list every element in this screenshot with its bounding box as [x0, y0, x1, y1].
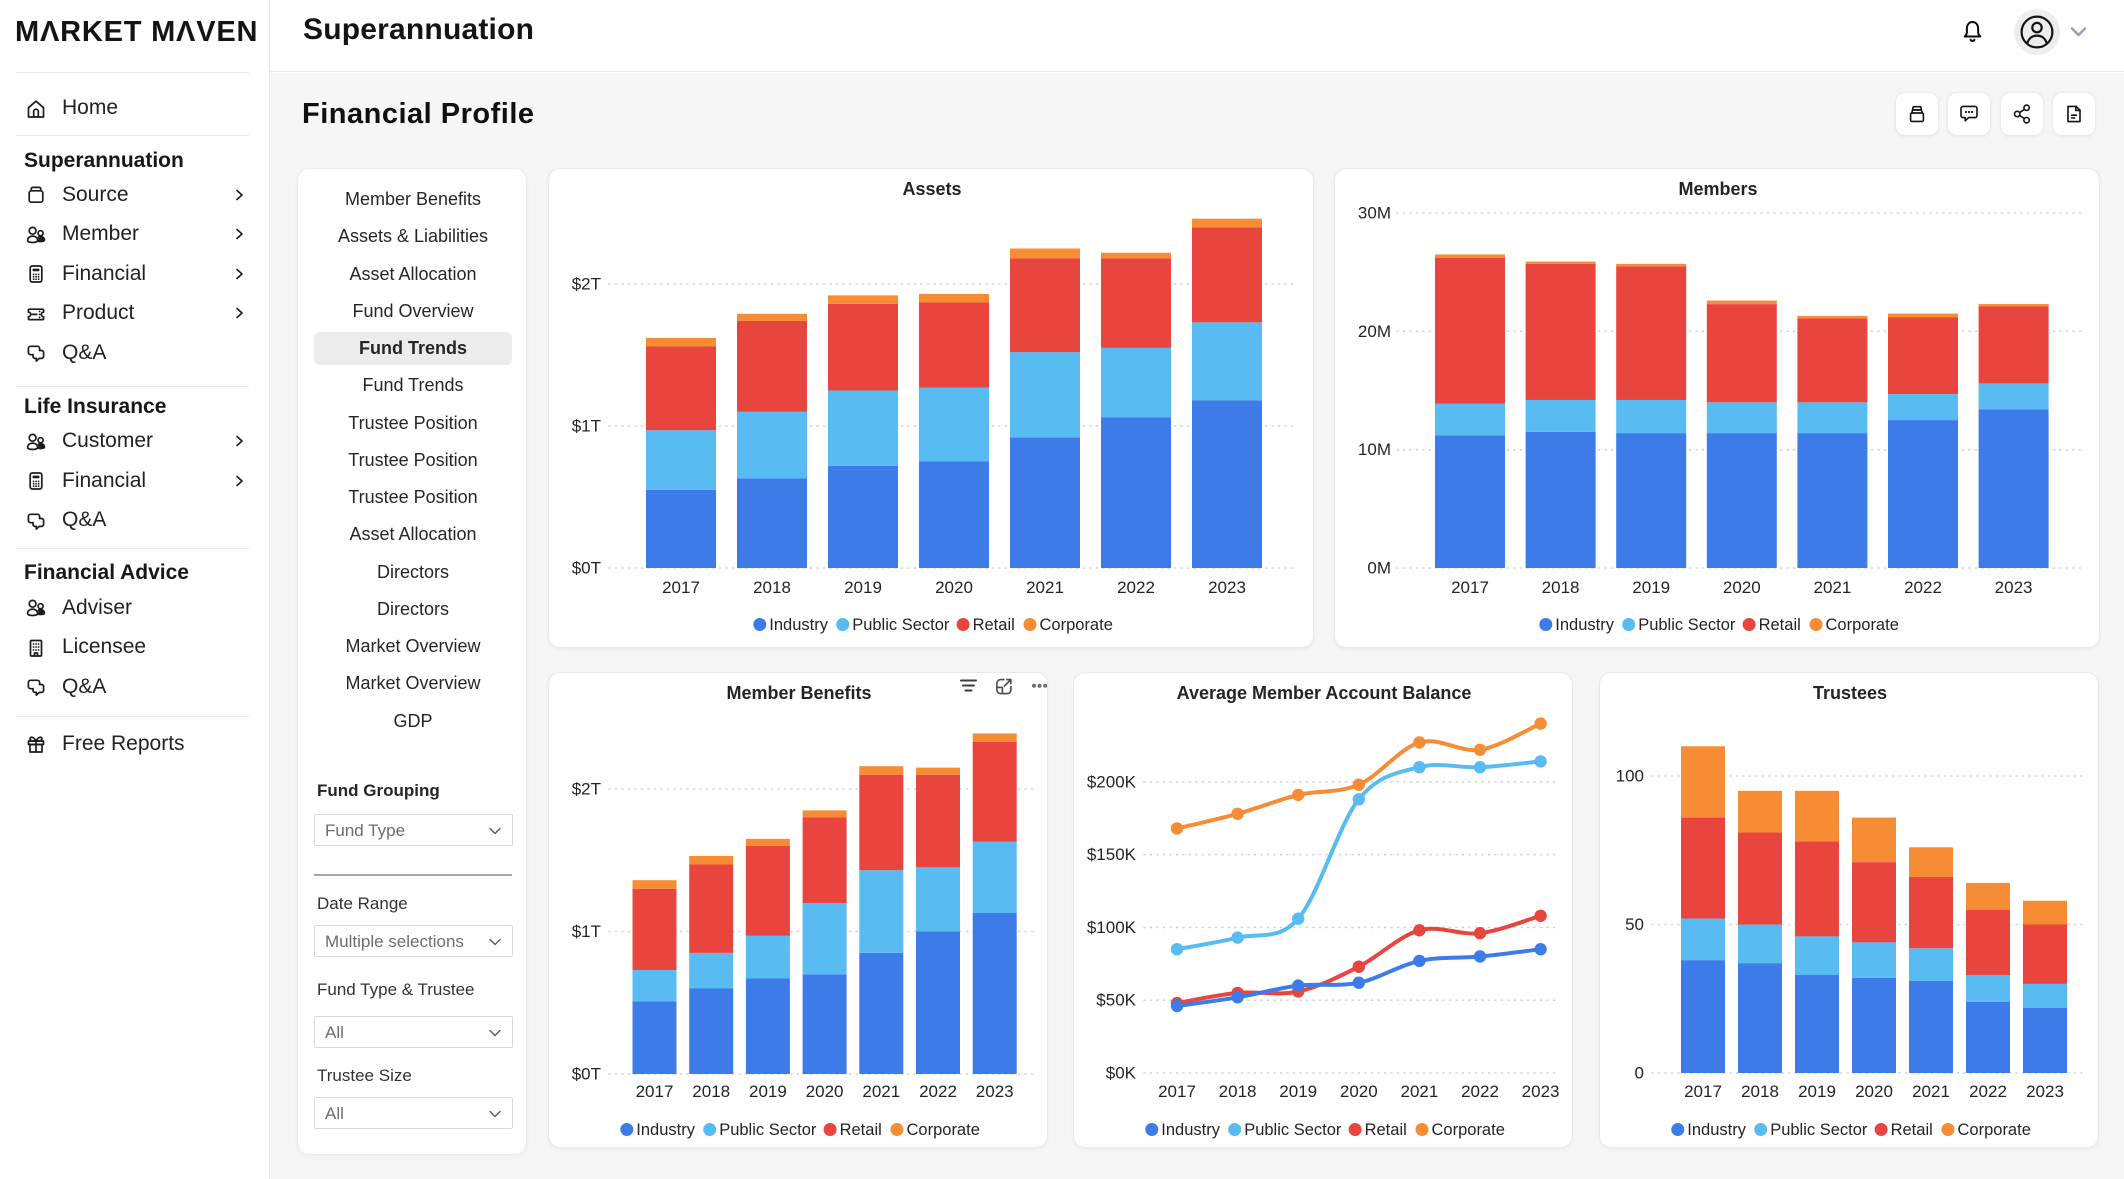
svg-text:2022: 2022 [1904, 578, 1942, 597]
svg-text:Public Sector: Public Sector [852, 616, 950, 634]
svg-text:Industry: Industry [769, 616, 828, 634]
svg-text:100: 100 [1616, 767, 1644, 786]
svg-text:Public Sector: Public Sector [1244, 1121, 1342, 1139]
svg-text:2019: 2019 [749, 1082, 787, 1101]
svg-text:2020: 2020 [1855, 1082, 1893, 1101]
svg-text:Retail: Retail [1891, 1121, 1933, 1139]
svg-text:0: 0 [1635, 1064, 1644, 1083]
svg-text:50: 50 [1625, 915, 1644, 934]
svg-text:Trustees: Trustees [1813, 683, 1887, 703]
svg-text:2019: 2019 [1279, 1082, 1317, 1101]
svg-text:30M: 30M [1358, 204, 1391, 223]
svg-text:2017: 2017 [1684, 1082, 1722, 1101]
svg-text:Retail: Retail [1365, 1121, 1407, 1139]
svg-text:2019: 2019 [1632, 578, 1670, 597]
svg-text:$1T: $1T [572, 417, 601, 436]
svg-text:20M: 20M [1358, 322, 1391, 341]
svg-text:2019: 2019 [1798, 1082, 1836, 1101]
svg-text:$100K: $100K [1087, 918, 1137, 937]
svg-text:2017: 2017 [662, 578, 700, 597]
svg-text:2018: 2018 [1741, 1082, 1779, 1101]
svg-text:2019: 2019 [844, 578, 882, 597]
svg-text:$0T: $0T [572, 1065, 601, 1084]
svg-text:2021: 2021 [1813, 578, 1851, 597]
svg-text:2022: 2022 [1461, 1082, 1499, 1101]
svg-text:Corporate: Corporate [1958, 1121, 2031, 1139]
svg-text:Public Sector: Public Sector [719, 1121, 817, 1139]
svg-text:$50K: $50K [1096, 991, 1136, 1010]
svg-text:2023: 2023 [976, 1082, 1014, 1101]
svg-text:Retail: Retail [840, 1121, 882, 1139]
svg-text:2020: 2020 [1723, 578, 1761, 597]
svg-text:2022: 2022 [1117, 578, 1155, 597]
svg-text:2018: 2018 [753, 578, 791, 597]
svg-text:Corporate: Corporate [1826, 616, 1899, 634]
svg-text:Average Member Account Balance: Average Member Account Balance [1177, 683, 1472, 703]
svg-text:2018: 2018 [692, 1082, 730, 1101]
svg-text:2020: 2020 [935, 578, 973, 597]
svg-text:$1T: $1T [572, 922, 601, 941]
svg-text:Industry: Industry [1555, 616, 1614, 634]
svg-text:Industry: Industry [1161, 1121, 1220, 1139]
svg-text:2023: 2023 [1208, 578, 1246, 597]
svg-text:2023: 2023 [2026, 1082, 2064, 1101]
svg-text:0M: 0M [1367, 559, 1391, 578]
svg-text:2021: 2021 [1912, 1082, 1950, 1101]
svg-text:Corporate: Corporate [1432, 1121, 1505, 1139]
svg-text:Public Sector: Public Sector [1770, 1121, 1868, 1139]
svg-text:Industry: Industry [1687, 1121, 1746, 1139]
svg-text:$150K: $150K [1087, 845, 1137, 864]
svg-text:2020: 2020 [806, 1082, 844, 1101]
svg-text:10M: 10M [1358, 440, 1391, 459]
svg-text:2018: 2018 [1219, 1082, 1257, 1101]
svg-text:$2T: $2T [572, 275, 601, 294]
svg-text:$0T: $0T [572, 559, 601, 578]
svg-text:2018: 2018 [1542, 578, 1580, 597]
svg-text:Public Sector: Public Sector [1638, 616, 1736, 634]
svg-text:2021: 2021 [862, 1082, 900, 1101]
svg-text:Members: Members [1678, 179, 1757, 199]
svg-text:Member Benefits: Member Benefits [726, 683, 871, 703]
svg-text:2017: 2017 [1158, 1082, 1196, 1101]
svg-text:Assets: Assets [902, 179, 961, 199]
svg-text:2021: 2021 [1026, 578, 1064, 597]
svg-text:$2T: $2T [572, 780, 601, 799]
svg-text:$0K: $0K [1106, 1064, 1137, 1083]
svg-text:2023: 2023 [1995, 578, 2033, 597]
svg-text:2020: 2020 [1340, 1082, 1378, 1101]
svg-text:Corporate: Corporate [1040, 616, 1113, 634]
svg-text:2021: 2021 [1400, 1082, 1438, 1101]
svg-text:Industry: Industry [636, 1121, 695, 1139]
svg-text:2023: 2023 [1522, 1082, 1560, 1101]
svg-text:Retail: Retail [973, 616, 1015, 634]
svg-text:$200K: $200K [1087, 772, 1137, 791]
svg-text:2017: 2017 [1451, 578, 1489, 597]
svg-text:2017: 2017 [636, 1082, 674, 1101]
svg-text:2022: 2022 [1969, 1082, 2007, 1101]
svg-text:2022: 2022 [919, 1082, 957, 1101]
svg-text:Corporate: Corporate [907, 1121, 980, 1139]
svg-text:Retail: Retail [1759, 616, 1801, 634]
